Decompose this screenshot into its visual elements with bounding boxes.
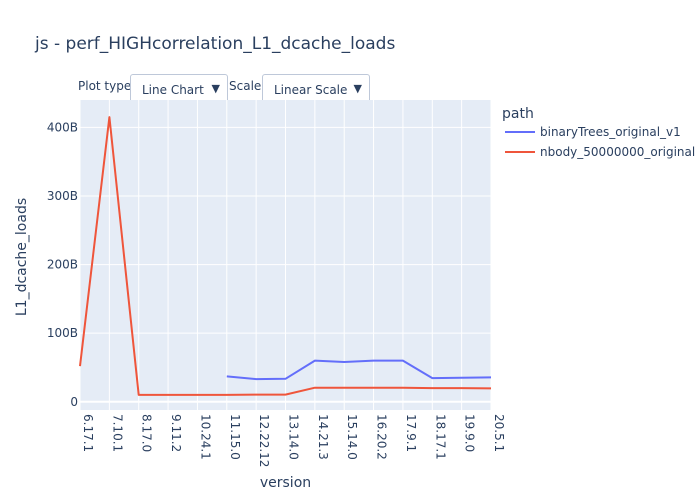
x-axis-title: version bbox=[260, 475, 311, 491]
legend: path binaryTrees_original_v1 nbody_500000… bbox=[502, 106, 695, 159]
y-tick-labels: 0 100B 200B 300B 400B bbox=[47, 120, 78, 408]
series-line bbox=[79, 116, 492, 396]
x-tick-label: 13.14.0 bbox=[287, 414, 301, 460]
x-tick-label: 20.5.1 bbox=[492, 414, 506, 452]
y-tick-label: 400B bbox=[47, 120, 78, 134]
scale-dropdown[interactable]: Linear Scale ▼ bbox=[262, 74, 370, 105]
x-tick-label: 7.10.1 bbox=[110, 414, 124, 452]
grid-layer bbox=[79, 100, 492, 410]
x-tick-label: 11.15.0 bbox=[228, 414, 242, 460]
chart-title: js - perf_HIGHcorrelation_L1_dcache_load… bbox=[35, 34, 396, 54]
x-tick-label: 14.21.3 bbox=[316, 414, 330, 460]
x-tick-label: 8.17.0 bbox=[140, 414, 154, 452]
x-tick-label: 16.20.2 bbox=[375, 414, 389, 460]
plot-type-label: Plot type: bbox=[78, 79, 136, 93]
y-tick-label: 0 bbox=[70, 395, 78, 409]
x-tick-label: 12.22.12 bbox=[257, 414, 271, 467]
x-tick-label: 17.9.1 bbox=[404, 414, 418, 452]
scale-value: Linear Scale bbox=[274, 83, 348, 97]
plot-type-dropdown[interactable]: Line Chart ▼ bbox=[130, 74, 228, 105]
legend-item-label: binaryTrees_original_v1 bbox=[540, 125, 681, 139]
x-tick-label: 9.11.2 bbox=[169, 414, 183, 452]
y-tick-label: 100B bbox=[47, 326, 78, 340]
series-layer bbox=[79, 116, 492, 396]
y-axis-title: L1_dcache_loads bbox=[14, 198, 30, 316]
scale-label: Scale: bbox=[229, 79, 266, 93]
plot-type-value: Line Chart bbox=[142, 83, 204, 97]
series-line bbox=[226, 359, 492, 381]
legend-item-label: nbody_50000000_original bbox=[540, 145, 695, 159]
x-tick-label: 6.17.1 bbox=[81, 414, 95, 452]
chevron-down-icon: ▼ bbox=[353, 82, 362, 95]
x-tick-label: 10.24.1 bbox=[198, 414, 212, 460]
x-tick-label: 19.9.0 bbox=[463, 414, 477, 452]
x-tick-labels: 6.17.1 7.10.1 8.17.0 9.11.2 10.24.1 11.15.0 12… bbox=[81, 414, 506, 467]
x-tick-label: 15.14.0 bbox=[345, 414, 359, 460]
y-tick-label: 200B bbox=[47, 258, 78, 272]
x-tick-label: 18.17.1 bbox=[433, 414, 447, 460]
legend-title: path bbox=[502, 106, 534, 122]
y-tick-label: 300B bbox=[47, 189, 78, 203]
chevron-down-icon: ▼ bbox=[211, 82, 220, 95]
